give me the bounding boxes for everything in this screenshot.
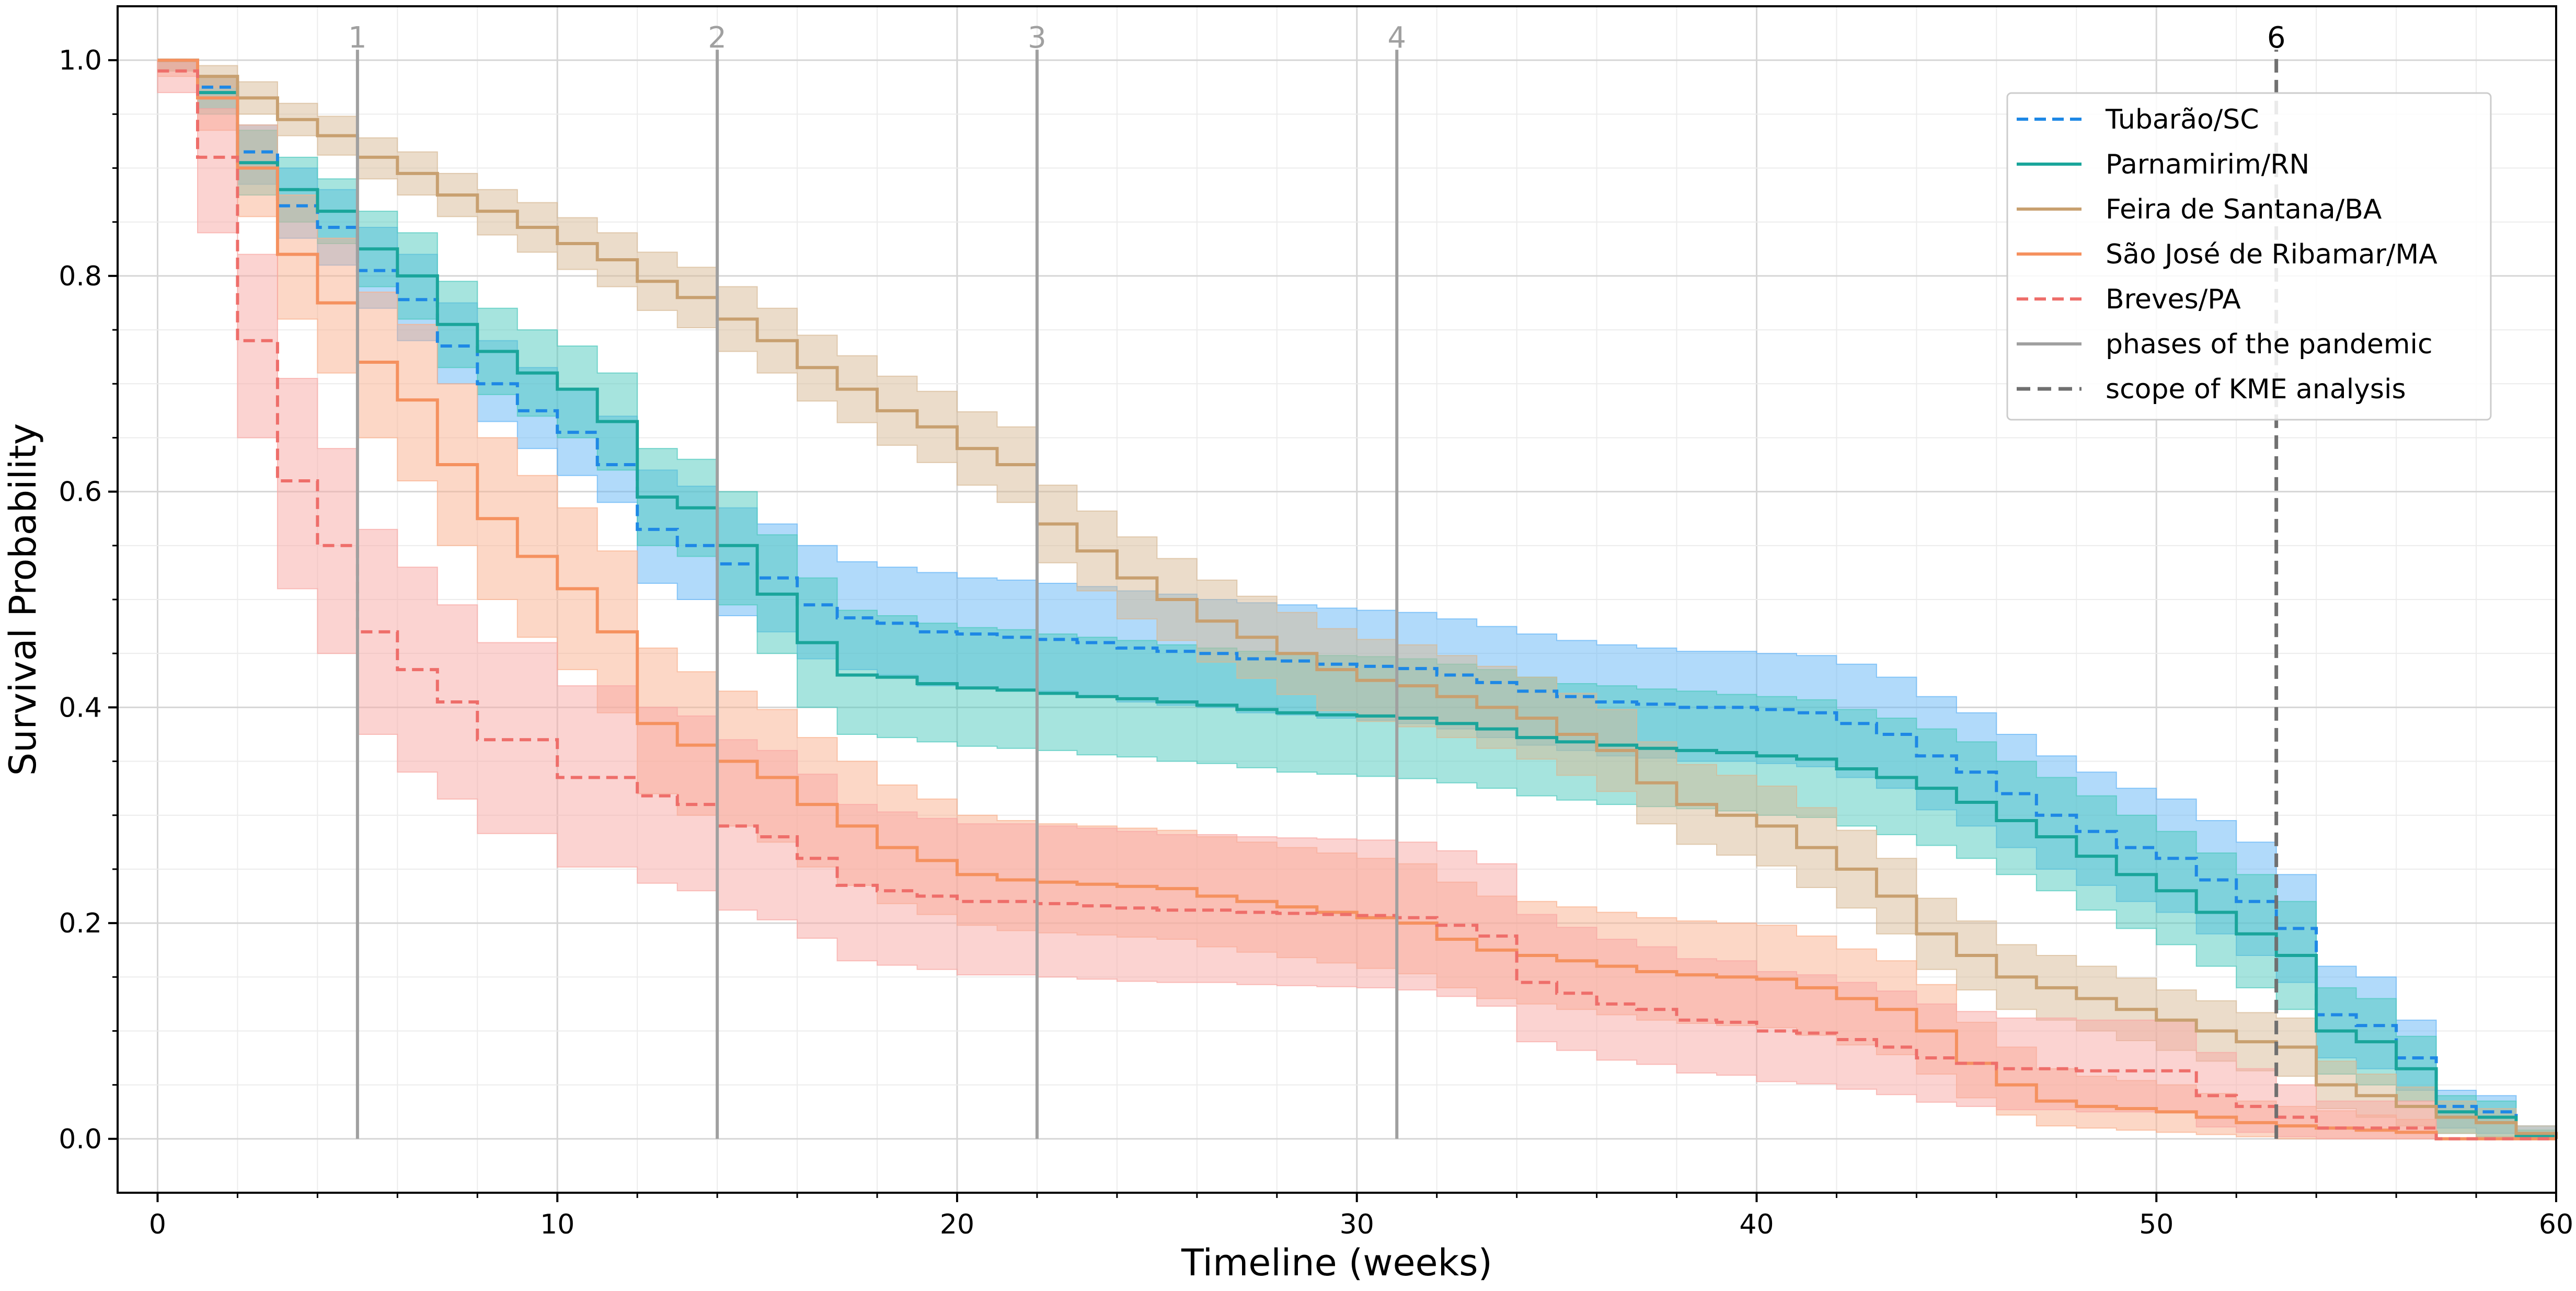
- legend: Tubarão/SC Parnamirim/RN Feira de Santana/…: [2007, 93, 2491, 420]
- y-tick-label: 0.8: [59, 261, 102, 292]
- y-tick-label: 0.6: [59, 477, 102, 508]
- phase-label-2: 2: [708, 21, 727, 55]
- y-axis-label: Survival Probability: [2, 423, 44, 776]
- y-tick-label: 0.4: [59, 692, 102, 723]
- legend-label-6: scope of KME analysis: [2106, 374, 2406, 405]
- x-tick-label: 30: [1340, 1209, 1374, 1240]
- x-tick-label: 50: [2139, 1209, 2174, 1240]
- x-tick-label: 20: [940, 1209, 974, 1240]
- x-tick-label: 10: [540, 1209, 574, 1240]
- phase-label-3: 3: [1028, 21, 1046, 55]
- x-tick-label: 60: [2539, 1209, 2573, 1240]
- y-tick-label: 1.0: [59, 45, 102, 76]
- scope-label: 6: [2267, 21, 2286, 55]
- legend-label-2: Feira de Santana/BA: [2106, 194, 2382, 225]
- legend-label-3: São José de Ribamar/MA: [2106, 239, 2437, 270]
- phase-label-4: 4: [1387, 21, 1406, 55]
- x-tick-label: 0: [149, 1209, 166, 1240]
- legend-label-4: Breves/PA: [2106, 284, 2241, 315]
- x-tick-label: 40: [1739, 1209, 1774, 1240]
- legend-label-5: phases of the pandemic: [2106, 329, 2433, 360]
- x-axis-label: Timeline (weeks): [1181, 1241, 1492, 1284]
- y-tick-label: 0.2: [59, 908, 102, 939]
- legend-label-0: Tubarão/SC: [2105, 104, 2259, 135]
- legend-label-1: Parnamirim/RN: [2106, 149, 2309, 180]
- y-tick-label: 0.0: [59, 1124, 102, 1155]
- phase-label-1: 1: [348, 21, 367, 55]
